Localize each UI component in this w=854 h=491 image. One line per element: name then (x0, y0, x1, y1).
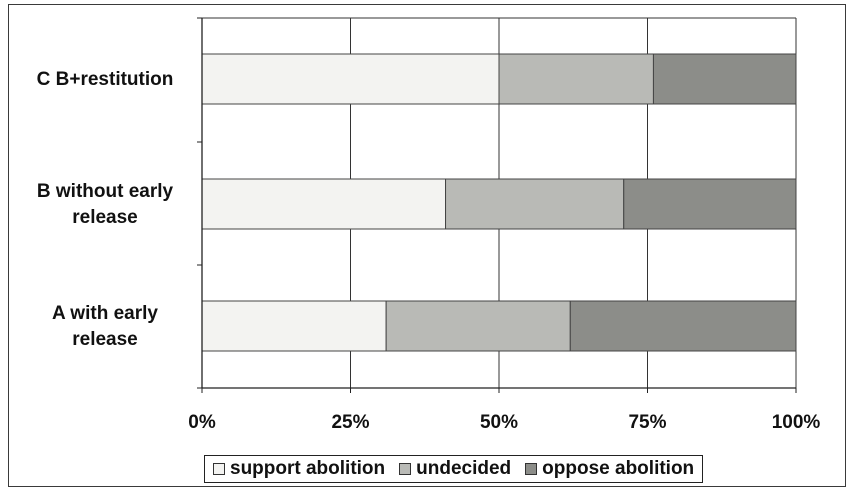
legend-swatch-support (213, 463, 225, 475)
legend: support abolition undecided oppose aboli… (204, 455, 704, 483)
axes (197, 17, 797, 393)
bar-1-2 (623, 178, 797, 230)
bar-0-1 (498, 53, 654, 105)
legend-swatch-oppose (525, 463, 538, 475)
x-tick-label-0: 0% (188, 412, 216, 433)
bars (201, 53, 797, 352)
x-tick-labels: 0% 25% 50% 75% 100% (188, 412, 820, 433)
category-label-1-1: release (72, 207, 138, 228)
category-label-1-0: B without early (37, 181, 174, 202)
x-tick-label-3: 75% (628, 412, 666, 433)
bar-2-0 (201, 300, 387, 352)
bar-0-0 (201, 53, 500, 105)
x-tick-label-4: 100% (772, 412, 821, 433)
x-tick-label-1: 25% (331, 412, 369, 433)
category-labels: C B+restitution B without early release A w… (37, 69, 174, 350)
legend-item-oppose: oppose abolition (525, 458, 694, 480)
legend-label-support: support abolition (230, 458, 386, 479)
legend-label-oppose: oppose abolition (542, 458, 695, 479)
bar-1-0 (201, 178, 447, 230)
bar-1-1 (445, 178, 625, 230)
category-label-0-0: C B+restitution (37, 69, 174, 90)
legend-item-support: support abolition (213, 458, 385, 480)
legend-swatch-undecided (399, 463, 412, 475)
legend-item-undecided: undecided (399, 458, 511, 480)
category-label-2-1: release (72, 329, 138, 350)
bar-2-1 (385, 300, 571, 352)
x-tick-label-2: 50% (480, 412, 518, 433)
bar-2-2 (569, 300, 797, 352)
legend-label-undecided: undecided (416, 458, 512, 479)
category-label-2-0: A with early (52, 303, 158, 324)
bar-0-2 (652, 53, 797, 105)
